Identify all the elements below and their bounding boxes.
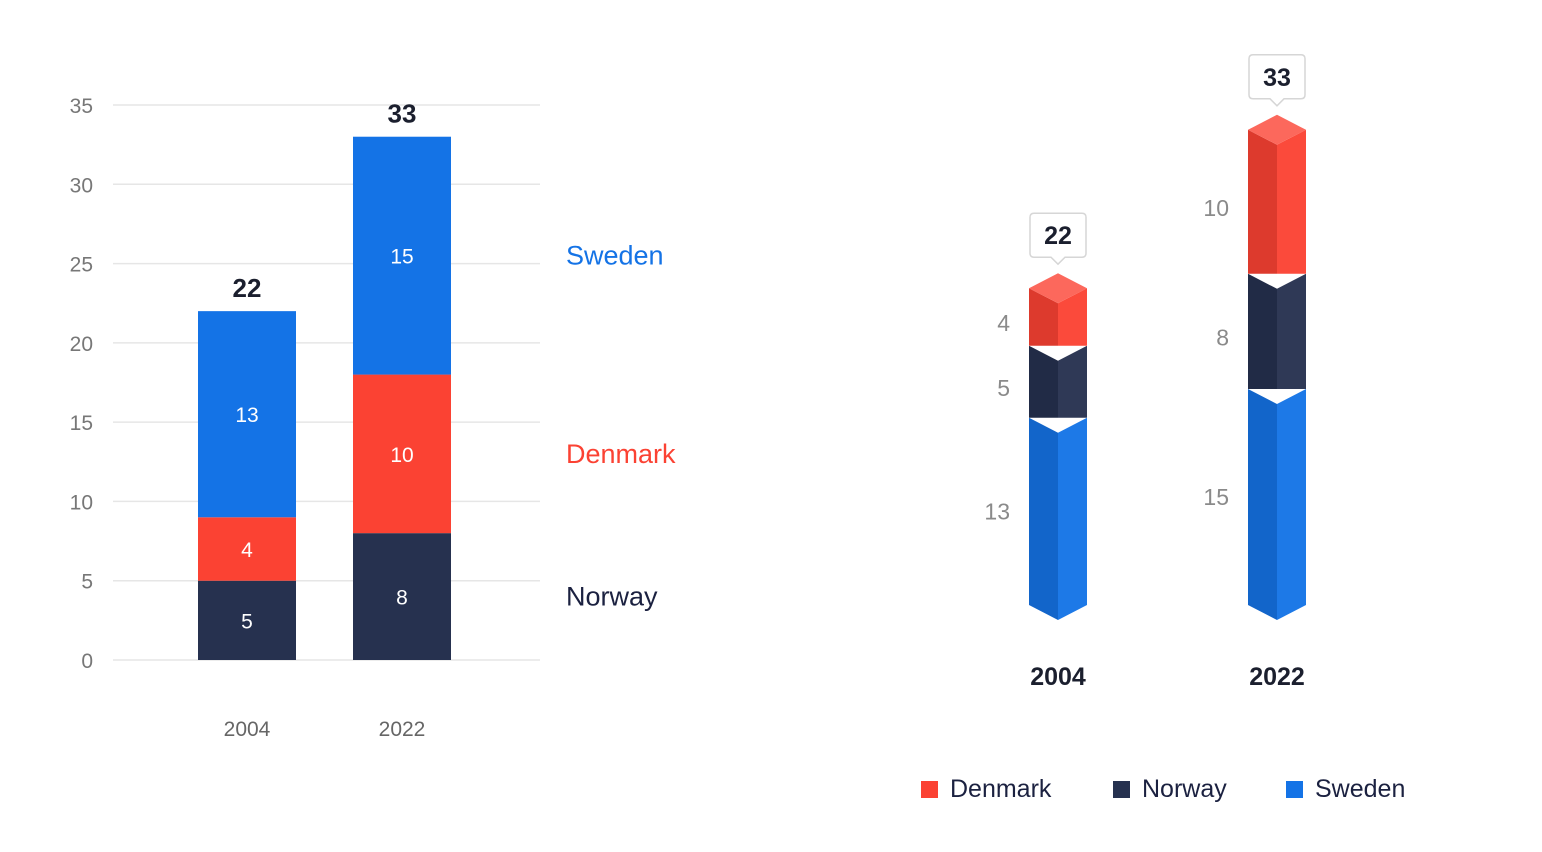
y-tick-label: 5: [81, 571, 93, 594]
y-tick-label: 30: [70, 174, 93, 197]
column-face-left-sweden-2004: [1029, 417, 1058, 620]
segment-value-label: 10: [390, 444, 413, 467]
legend-swatch-denmark: [921, 781, 938, 798]
column-value-label: 8: [1216, 324, 1229, 350]
segment-value-label: 15: [390, 246, 413, 269]
legend-label-denmark: Denmark: [950, 775, 1052, 803]
column-value-label: 15: [1203, 484, 1229, 510]
total-label: 22: [1044, 222, 1072, 250]
segment-value-label: 8: [396, 587, 408, 610]
column-face-right-norway-2004: [1058, 345, 1087, 418]
legend-swatch-sweden: [1286, 781, 1303, 798]
bar-denmark-2004: [198, 517, 296, 581]
y-tick-label: 25: [70, 254, 93, 277]
column-top-cap-2022: [1248, 114, 1306, 145]
column-face-right-denmark-2022: [1277, 129, 1306, 274]
legend-label-norway: Norway: [1142, 775, 1227, 803]
legend-label-norway: Norway: [566, 582, 658, 612]
bar-denmark-2022: [353, 374, 451, 534]
total-callout-2004: [1029, 212, 1087, 266]
y-tick-label: 10: [70, 491, 93, 514]
total-label: 33: [1263, 64, 1291, 92]
column-face-left-norway-2004: [1029, 345, 1058, 418]
total-label: 22: [233, 273, 262, 303]
bar-sweden-2004: [198, 311, 296, 518]
segment-value-label: 13: [235, 404, 258, 427]
column-value-label: 5: [997, 375, 1010, 401]
column-value-label: 10: [1203, 195, 1229, 221]
bar-sweden-2022: [353, 136, 451, 375]
legend-label-denmark: Denmark: [566, 439, 676, 469]
y-tick-label: 35: [70, 95, 93, 118]
column-face-right-sweden-2004: [1058, 417, 1087, 620]
segment-value-label: 4: [241, 539, 253, 562]
legend-swatch-norway: [1113, 781, 1130, 798]
total-callout-2022: [1248, 54, 1306, 107]
bar-norway-2022: [353, 533, 451, 660]
x-tick-label: 2004: [224, 718, 271, 741]
column-face-left-denmark-2004: [1029, 288, 1058, 346]
segment-value-label: 5: [241, 610, 253, 633]
y-tick-label: 0: [81, 650, 93, 673]
column-top-cap-2004: [1029, 273, 1087, 304]
x-tick-label: 2004: [1030, 663, 1086, 691]
y-tick-label: 20: [70, 333, 93, 356]
total-label: 33: [388, 99, 417, 129]
column-value-label: 4: [997, 310, 1010, 336]
column-value-label: 13: [984, 498, 1010, 524]
y-tick-label: 15: [70, 412, 93, 435]
column-face-left-denmark-2022: [1248, 129, 1277, 274]
column-face-left-norway-2022: [1248, 273, 1277, 389]
bar-norway-2004: [198, 580, 296, 660]
x-tick-label: 2022: [379, 718, 426, 741]
column-face-left-sweden-2022: [1248, 389, 1277, 620]
column-face-right-denmark-2004: [1058, 288, 1087, 346]
legend-label-sweden: Sweden: [1315, 775, 1405, 803]
column-face-right-sweden-2022: [1277, 389, 1306, 620]
legend-label-sweden: Sweden: [566, 241, 664, 271]
column-face-right-norway-2022: [1277, 273, 1306, 389]
x-tick-label: 2022: [1249, 663, 1305, 691]
